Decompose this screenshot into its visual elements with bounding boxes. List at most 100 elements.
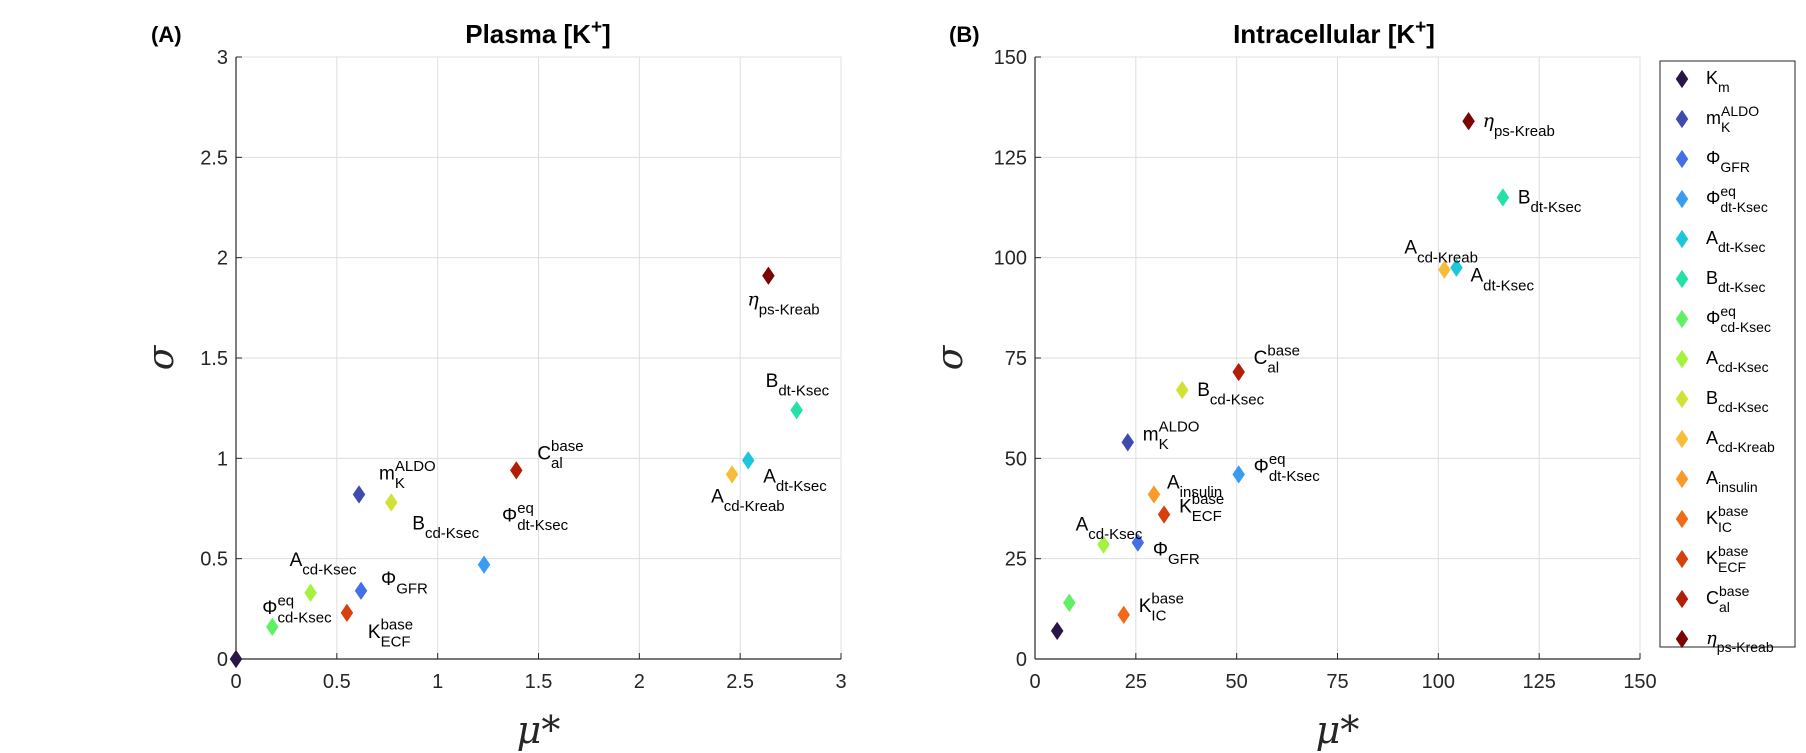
point-label-base: A (763, 466, 776, 487)
point-label: Bcd-Ksec (412, 513, 479, 542)
legend-entry-label-sup: eq (1720, 183, 1736, 199)
point-label-base: A (1404, 238, 1417, 259)
legend-entry-label-sub: cd-Ksec (1718, 399, 1769, 415)
point-label: Acd-Ksec (1076, 515, 1143, 544)
legend-entry-label-sub: ECF (1718, 559, 1746, 575)
point-label: Kbase IC (1139, 590, 1184, 624)
legend-entry-label-base: Φ (1706, 148, 1720, 168)
data-point (477, 555, 491, 574)
legend-entry-label: Cbase al (1706, 583, 1750, 615)
legend-entry-label-sub: insulin (1718, 479, 1758, 495)
point-label-base: K (368, 622, 381, 643)
panel-letter: (B) (949, 22, 980, 47)
legend-marker (1675, 109, 1689, 129)
legend-entry-label-sub: al (1719, 599, 1730, 615)
point-label-base: B (1197, 380, 1210, 401)
x-tick-label: 50 (1226, 671, 1248, 693)
x-axis-label: μ* (1316, 708, 1360, 752)
x-tick-label: 0 (230, 671, 241, 693)
data-point (1438, 260, 1451, 279)
legend-entry-label: Adt-Ksec (1706, 228, 1765, 255)
x-tick-label: 0 (1029, 671, 1040, 693)
point-label-sub: al (551, 455, 563, 472)
point-label-base: Φ (1153, 540, 1168, 561)
legend-entry-label-sub: cd-Kreab (1718, 439, 1775, 455)
panel-title-sup: + (591, 17, 602, 38)
data-point (1175, 380, 1189, 400)
point-label-base: A (1167, 472, 1180, 493)
point-label: mALDO K (379, 458, 436, 492)
point-label: Ainsulin (1167, 472, 1222, 501)
x-tick-label: 1 (432, 671, 443, 693)
panel-title-main: Plasma [K (465, 19, 591, 49)
panel-a: 0 0.5 1 1.5 2 2.5 3 0 0.5 1 1.5 2 2.5 3 (A) Plasma [K+]… (141, 17, 847, 752)
data-point (762, 266, 775, 285)
point-label-sub: cd-Ksec (425, 525, 480, 542)
legend-entry-label-base: K (1706, 548, 1718, 568)
point-label-base: B (766, 371, 779, 392)
legend-marker (1675, 629, 1689, 649)
legend-marker (1675, 189, 1689, 209)
data-point (304, 583, 317, 603)
x-tick-label: 0.5 (323, 671, 351, 693)
point-label-sub: IC (1151, 607, 1166, 624)
legend-marker (1675, 429, 1689, 449)
y-tick-label: 0 (1016, 649, 1027, 671)
point-label-base: C (537, 443, 551, 464)
legend-entry-label-base: A (1706, 228, 1718, 248)
legend-marker (1675, 309, 1689, 329)
y-tick-label: 50 (1005, 448, 1027, 470)
point-label: Bdt-Ksec (1518, 187, 1582, 216)
legend-entry-label-base: K (1706, 508, 1718, 528)
legend-entry-label-sub: GFR (1720, 159, 1750, 175)
y-axis-label: σ (930, 344, 971, 370)
data-point (1121, 433, 1135, 452)
legend-marker (1675, 549, 1689, 569)
legend-marker (1675, 589, 1689, 609)
x-tick-label: 100 (1422, 671, 1455, 693)
point-label-sub: insulin (1180, 484, 1223, 501)
y-tick-label: 2.5 (200, 147, 228, 169)
point-label-base: B (412, 513, 425, 534)
legend-entry-label-sup: ALDO (1721, 103, 1759, 119)
legend-entry-label: Φeq dt-Ksec (1706, 183, 1768, 215)
data-point (265, 617, 279, 637)
legend-entry-label-sup: base (1719, 583, 1750, 599)
point-label-sub: cd-Kreab (724, 498, 785, 515)
panel-title: Intracellular [K+] (1233, 17, 1435, 49)
x-tick-label: 25 (1125, 671, 1147, 693)
point-label-base: K (1139, 596, 1152, 617)
point-label-sub: ps-Kreab (1494, 123, 1555, 140)
point-label-sup: ALDO (1159, 419, 1200, 436)
legend-marker (1675, 469, 1689, 489)
x-axis-label: μ* (517, 708, 561, 752)
point-label-sup: base (551, 438, 584, 455)
legend-entry-label: Φeq cd-Ksec (1706, 303, 1771, 335)
point-label: Cbase al (537, 438, 583, 472)
legend-entry-label-base: m (1706, 108, 1721, 128)
point-label: Adt-Ksec (763, 466, 827, 495)
point-label-sup: base (1192, 491, 1225, 508)
legend-entry-label-base: B (1706, 268, 1718, 288)
legend-entry-label-sup: base (1718, 543, 1749, 559)
data-point (1131, 533, 1145, 552)
point-label-sup: ALDO (395, 458, 436, 475)
point-label-base: m (379, 463, 395, 484)
legend-entry-label-sub: ps-Kreab (1717, 639, 1774, 655)
point-label: Cbase al (1254, 342, 1300, 376)
panel-title-main: Intracellular [K (1233, 19, 1415, 49)
data-point (1157, 505, 1171, 524)
point-label-sup: base (381, 616, 414, 633)
x-tick-label: 150 (1623, 671, 1656, 693)
legend-entry-label-sub: dt-Ksec (1718, 239, 1765, 255)
point-label: Acd-Ksec (290, 550, 357, 579)
point-label-sub: K (395, 475, 405, 492)
point-label: Kbase ECF (368, 616, 413, 650)
y-tick-label: 1 (217, 448, 228, 470)
y-tick-label: 100 (994, 248, 1027, 270)
point-label-base: η (1483, 110, 1495, 132)
y-tick-label: 150 (994, 47, 1027, 69)
point-label-sub: dt-Ksec (517, 517, 568, 534)
